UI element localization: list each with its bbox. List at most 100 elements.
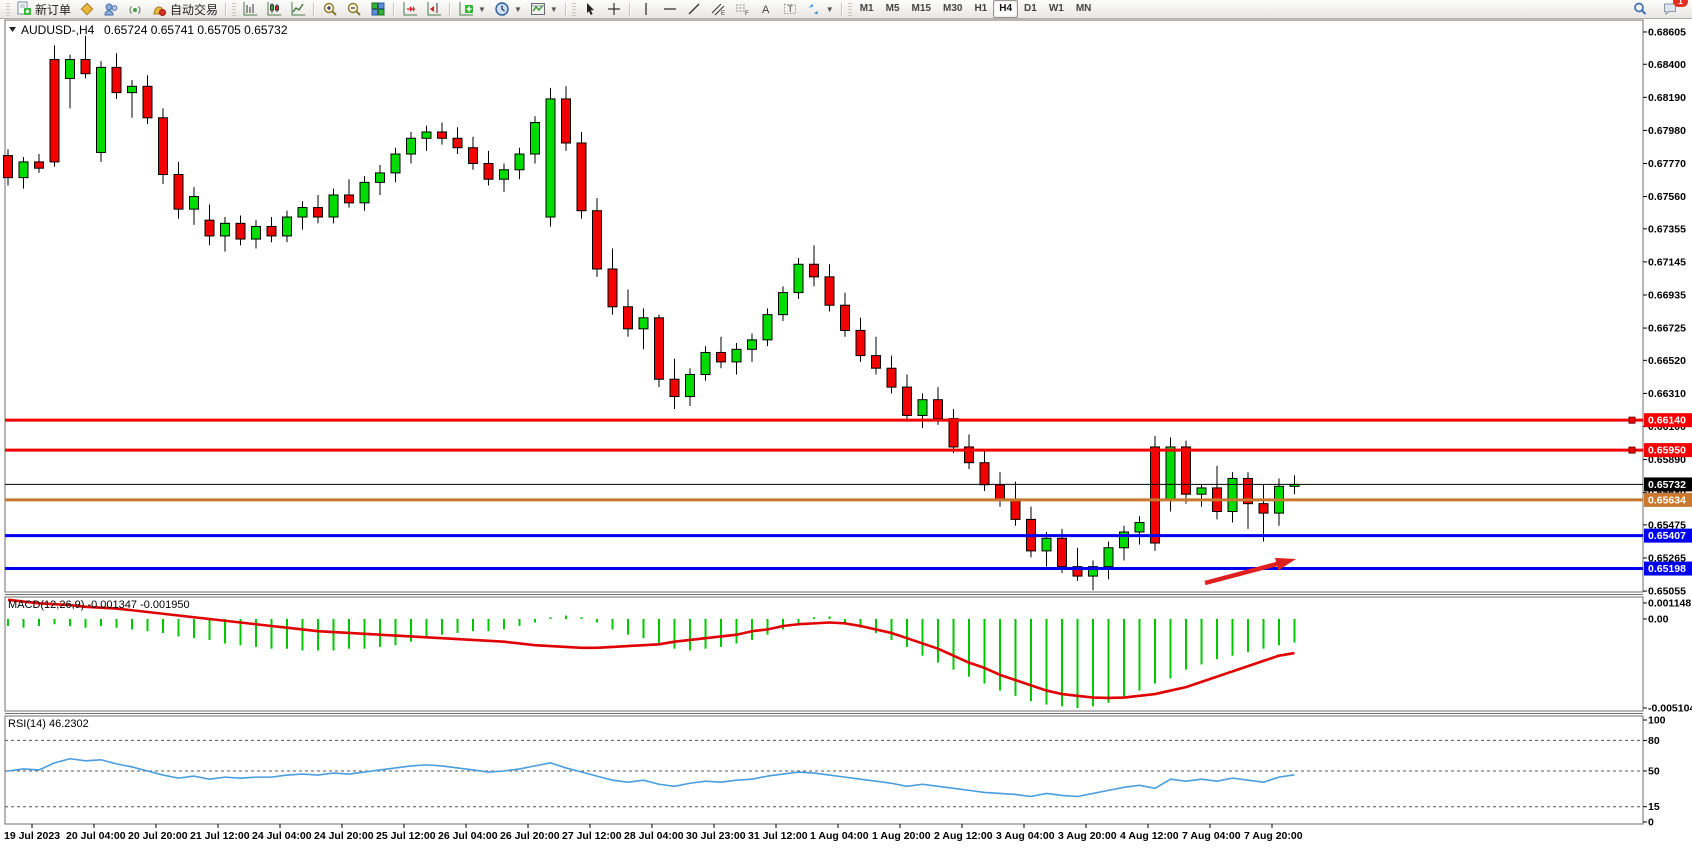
toolbar-grip[interactable] <box>6 2 10 16</box>
svg-text:0.67145: 0.67145 <box>1648 256 1686 268</box>
timeframe-M30[interactable]: M30 <box>942 3 963 14</box>
candlestick-button[interactable] <box>262 0 286 19</box>
svg-text:100: 100 <box>1648 715 1666 727</box>
svg-text:19 Jul 2023: 19 Jul 2023 <box>4 830 60 842</box>
current-price-line: 0.65732 <box>5 477 1692 492</box>
svg-text:21 Jul 12:00: 21 Jul 12:00 <box>190 830 250 842</box>
zoom-out-icon <box>347 2 361 16</box>
svg-text:0.65265: 0.65265 <box>1648 552 1686 564</box>
notifications-button[interactable]: 1 <box>1658 0 1688 19</box>
svg-text:0.65475: 0.65475 <box>1648 519 1686 531</box>
svg-text:3 Aug 20:00: 3 Aug 20:00 <box>1058 830 1117 842</box>
hline-0.66140[interactable]: 0.66140 <box>5 413 1692 428</box>
macd-pane[interactable] <box>4 596 1644 712</box>
line-chart-button[interactable] <box>286 0 310 19</box>
separator <box>313 2 316 16</box>
timeframe-M15[interactable]: M15 <box>911 3 931 14</box>
svg-text:1 Aug 20:00: 1 Aug 20:00 <box>872 830 931 842</box>
separator <box>564 2 567 16</box>
crosshair-tool-button[interactable] <box>602 0 626 19</box>
svg-text:AUDUSD-,H4: AUDUSD-,H4 <box>21 23 95 37</box>
svg-text:0: 0 <box>1648 817 1654 829</box>
timeframe-M1[interactable]: M1 <box>859 3 874 14</box>
svg-text:24 Jul 04:00: 24 Jul 04:00 <box>252 830 312 842</box>
svg-text:26 Jul 04:00: 26 Jul 04:00 <box>438 830 498 842</box>
text-label-icon: T <box>783 4 796 14</box>
periods-icon <box>495 2 509 16</box>
hline-0.65198[interactable]: 0.65198 <box>5 561 1692 576</box>
timeframe-H1[interactable]: H1 <box>974 3 988 14</box>
rsi-pane[interactable] <box>4 715 1644 825</box>
text-icon: A <box>762 4 770 16</box>
search-icon <box>1634 2 1647 15</box>
separator <box>393 2 396 16</box>
fibonacci-tool[interactable]: F <box>730 0 754 19</box>
svg-text:A: A <box>762 4 770 16</box>
hline-0.65950[interactable]: 0.65950 <box>5 443 1692 458</box>
trend-arrow[interactable] <box>1204 557 1296 586</box>
svg-text:30 Jul 23:00: 30 Jul 23:00 <box>686 830 746 842</box>
autotrading-button[interactable]: 自动交易 <box>147 0 222 19</box>
indicators-dropdown[interactable]: ▼ <box>454 0 490 19</box>
cursor-tool-button[interactable] <box>578 0 602 19</box>
timeframe-MN[interactable]: MN <box>1075 3 1092 14</box>
timeframe-D1[interactable]: D1 <box>1024 3 1037 14</box>
toolbar-grip[interactable] <box>571 2 576 16</box>
svg-text:28 Jul 04:00: 28 Jul 04:00 <box>624 830 684 842</box>
bar-chart-button[interactable] <box>238 0 262 19</box>
separator <box>449 2 452 16</box>
text-label-tool[interactable]: T <box>778 0 802 19</box>
svg-text:0.65198: 0.65198 <box>1648 563 1686 575</box>
fibonacci-icon: F <box>735 4 749 17</box>
timeframe-M5[interactable]: M5 <box>885 3 900 14</box>
auto-scroll-button[interactable] <box>398 0 422 19</box>
svg-text:50: 50 <box>1648 766 1660 778</box>
toolbar-grip[interactable] <box>847 2 852 16</box>
equidistant-channel-tool[interactable]: E <box>706 0 730 19</box>
svg-text:0.67355: 0.67355 <box>1648 223 1686 235</box>
tile-windows-button[interactable] <box>366 0 390 19</box>
svg-text:4 Aug 12:00: 4 Aug 12:00 <box>1120 830 1179 842</box>
bar-chart-icon <box>243 2 258 16</box>
chart-shift-button[interactable] <box>422 0 446 19</box>
time-axis[interactable]: 19 Jul 2023 20 Jul 04:00 20 Jul 20:00 21 Ju… <box>4 824 1303 842</box>
trendline-tool[interactable] <box>682 0 706 19</box>
profiles-button[interactable] <box>99 0 123 19</box>
periods-dropdown[interactable]: ▼ <box>490 0 526 19</box>
horizontal-line-tool[interactable] <box>658 0 682 19</box>
timeframe-toolbar: M1 M5 M15 M30 H1 H4 D1 W1 MN <box>854 0 1098 18</box>
text-tool[interactable]: A <box>754 0 778 19</box>
signals-button[interactable] <box>123 0 147 19</box>
price-pane[interactable] <box>4 19 1644 593</box>
new-order-button[interactable]: 新订单 <box>12 0 75 19</box>
timeframe-W1[interactable]: W1 <box>1048 3 1064 14</box>
zoom-in-button[interactable] <box>318 0 342 19</box>
svg-text:0.66725: 0.66725 <box>1648 323 1686 335</box>
templates-dropdown[interactable]: ▼ <box>526 0 562 19</box>
templates-icon <box>530 3 545 15</box>
vertical-line-tool[interactable] <box>634 0 658 19</box>
svg-text:RSI(14) 46.2302: RSI(14) 46.2302 <box>8 718 89 730</box>
crosshair-icon <box>607 3 620 15</box>
equidistant-channel-icon: E <box>711 3 725 17</box>
autotrading-icon <box>153 6 167 16</box>
chart-title[interactable]: AUDUSD-,H4 0.65724 0.65741 0.65705 0.6573… <box>9 23 288 37</box>
svg-text:0.67770: 0.67770 <box>1648 158 1686 170</box>
zoom-in-icon <box>323 2 337 16</box>
chart-shift-icon <box>427 2 442 16</box>
svg-text:0.65634: 0.65634 <box>1648 494 1686 506</box>
toolbar-right-group: 1 <box>1628 0 1688 19</box>
svg-text:0.65950: 0.65950 <box>1648 445 1686 457</box>
new-chart-button[interactable] <box>75 0 99 19</box>
chevron-down-icon: ▼ <box>478 4 486 14</box>
arrows-dropdown[interactable]: ▼ <box>802 0 838 19</box>
svg-text:0.66310: 0.66310 <box>1648 388 1686 400</box>
search-button[interactable] <box>1628 0 1652 19</box>
zoom-out-button[interactable] <box>342 0 366 19</box>
toolbar-grip[interactable] <box>232 2 237 16</box>
timeframe-H4[interactable]: H4 <box>993 0 1019 18</box>
hline-0.65634[interactable]: 0.65634 <box>5 492 1692 507</box>
hline-0.65407[interactable]: 0.65407 <box>5 528 1692 543</box>
cursor-icon <box>586 3 594 15</box>
